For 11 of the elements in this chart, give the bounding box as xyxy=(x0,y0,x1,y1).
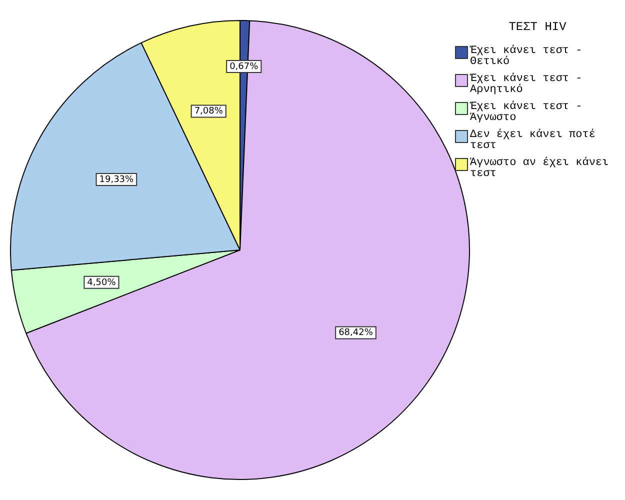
data-label: 68,42% xyxy=(338,328,374,338)
legend-label: Άγνωστο αν έχει κάνει τεστ xyxy=(470,157,610,180)
legend-label: Έχει κάνει τεστ - Αρνητικό xyxy=(470,73,584,96)
data-label: 4,50% xyxy=(87,278,116,288)
legend-title: ΤΕΣΤ HIV xyxy=(508,20,568,34)
data-label: 0,67% xyxy=(230,62,259,72)
legend-label: Έχει κάνει τεστ - Άγνωστο xyxy=(470,101,584,124)
legend-label: Δεν έχει κάνει ποτέ τεστ xyxy=(470,129,596,152)
data-label: 19,33% xyxy=(99,174,134,185)
legend-label: Έχει κάνει τεστ - Θετικό xyxy=(470,45,584,68)
data-label: 7,08% xyxy=(194,106,224,117)
